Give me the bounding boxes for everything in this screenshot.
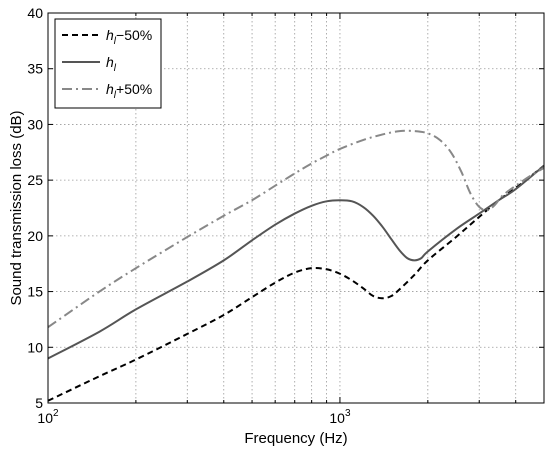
- legend-sub: l: [114, 63, 117, 74]
- series-line-1: [47, 164, 545, 360]
- series-lines: [47, 129, 545, 402]
- x-tick-exponent: 2: [53, 408, 59, 419]
- y-tick-label: 10: [27, 339, 43, 355]
- legend-label: hl+50%: [106, 81, 152, 101]
- y-tick-labels: 5 10 15 20 25 30 35 40: [27, 5, 43, 411]
- y-tick-label: 20: [27, 228, 43, 244]
- y-tick-label: 5: [35, 395, 43, 411]
- y-tick-label: 15: [27, 284, 43, 300]
- legend-box: [54, 18, 162, 109]
- x-tick-exponent: 3: [345, 408, 351, 419]
- legend-label: hl: [106, 54, 117, 74]
- x-tick-label: 102: [37, 408, 59, 426]
- legend-main: h: [106, 81, 114, 97]
- x-axis-label: Frequency (Hz): [244, 430, 347, 447]
- x-tick-labels: 102 103: [37, 408, 351, 426]
- y-tick-label: 35: [27, 61, 43, 77]
- x-tick-base: 10: [329, 410, 345, 426]
- x-tick-label: 103: [329, 408, 351, 426]
- y-axis-label: Sound transmission loss (dB): [8, 110, 25, 305]
- legend-sub: l: [114, 36, 117, 47]
- grid-lines: [48, 13, 544, 403]
- legend-suffix: +50%: [116, 81, 152, 97]
- y-tick-label: 25: [27, 172, 43, 188]
- axis-ticks: [48, 12, 544, 404]
- legend-label: hl−50%: [106, 27, 152, 47]
- y-tick-label: 30: [27, 116, 43, 132]
- series-line-0: [47, 164, 545, 402]
- legend-main: h: [106, 54, 114, 70]
- y-tick-label: 40: [27, 5, 43, 21]
- series-line-2: [47, 129, 545, 329]
- plot-frame: [47, 12, 545, 404]
- legend-suffix: −50%: [116, 27, 152, 43]
- legend-sub: l: [114, 90, 117, 101]
- x-tick-base: 10: [37, 410, 53, 426]
- legend-main: h: [106, 27, 114, 43]
